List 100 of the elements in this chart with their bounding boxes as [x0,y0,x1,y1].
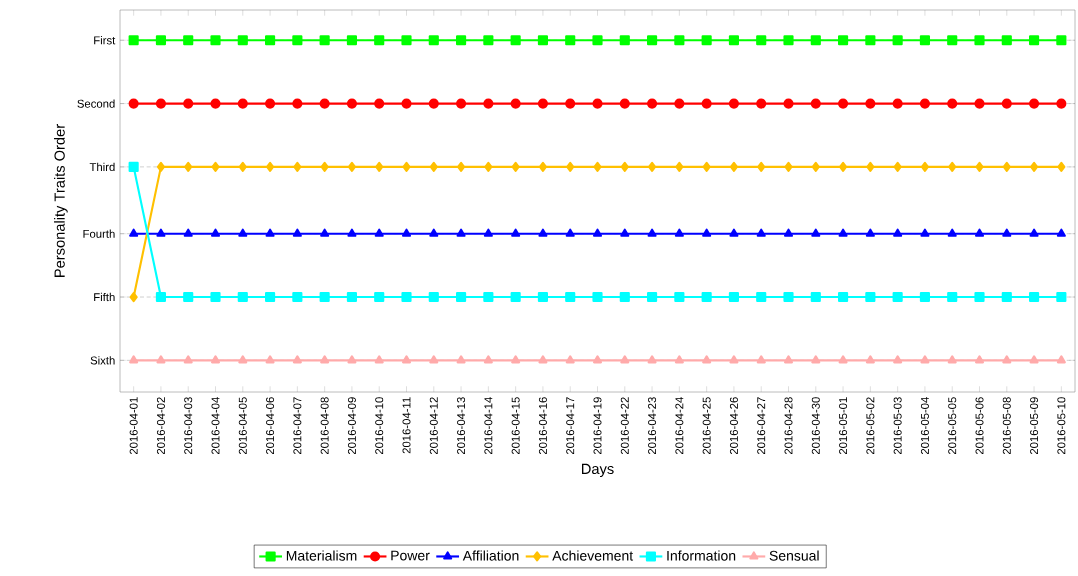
point [893,355,903,364]
point [565,98,576,109]
y-axis-title: Personality Traits Order [54,124,68,277]
text: Fifth [94,292,115,302]
point [429,228,439,237]
point [783,35,794,46]
text: Second [77,99,115,108]
point [456,228,466,237]
point [948,161,957,172]
point [674,35,685,46]
point [1029,35,1040,46]
point [511,161,520,172]
point [838,355,848,364]
point [620,228,630,237]
legend-label: Achievement [552,550,634,561]
x-tick-label: 2016-04-27 [757,397,766,455]
point [292,291,303,303]
point [865,291,876,303]
point [1029,291,1040,303]
point [701,98,712,109]
x-tick-label: 2016-04-06 [266,397,275,455]
point [947,35,958,46]
point [510,291,521,303]
x-tick-label: 2016-05-01 [839,397,848,455]
point [537,35,548,46]
point [893,161,902,172]
point [1029,228,1039,237]
point [510,98,521,109]
point [592,35,603,46]
point [347,161,356,172]
x-tick-label: 2016-04-03 [184,397,193,455]
point [974,355,985,364]
point [266,161,275,172]
point [647,228,657,237]
point [565,35,576,46]
point [456,98,467,109]
point [892,291,903,303]
point [592,291,603,303]
point [265,98,276,109]
point [210,291,221,303]
legend-label: Information [667,550,736,561]
point [674,228,684,237]
point [456,35,467,46]
point [702,228,712,237]
point [811,355,821,364]
point [783,228,794,237]
point [920,355,930,364]
point [346,35,358,46]
point [592,355,603,364]
point [729,228,739,237]
point [293,161,302,172]
x-tick-label: 2016-04-13 [457,397,466,455]
point [756,291,767,303]
x-tick-label: 2016-04-22 [620,397,629,455]
point [592,98,603,109]
x-tick-label: 2016-04-24 [675,397,684,455]
text: Third [89,162,115,172]
point [238,228,248,237]
point [838,291,849,303]
point [920,161,929,172]
point [537,98,548,109]
point [265,355,275,364]
point [1056,98,1067,109]
point [183,35,194,46]
point [839,161,848,172]
point [155,35,166,46]
point [155,291,166,303]
point [619,98,630,109]
point [756,355,766,364]
point [919,98,930,109]
x-tick-label: 2016-05-03 [893,397,902,455]
point [320,161,329,172]
point [128,161,139,172]
legend-label: Power [391,550,430,561]
point [592,228,603,237]
point [483,355,493,364]
point [729,161,738,172]
point [866,161,875,172]
point [374,291,385,303]
point [237,35,248,46]
x-tick-label: 2016-05-04 [920,397,929,455]
point [347,355,357,364]
point [320,228,330,237]
x-tick-label: 2016-04-04 [211,397,220,455]
point [1029,355,1039,364]
point [156,355,166,364]
point [538,355,548,364]
point [156,228,166,237]
point [620,161,629,172]
point [1029,98,1040,109]
point [319,35,330,46]
point [974,228,985,237]
point [511,228,521,237]
point [648,161,657,172]
point [647,291,658,303]
text: First [94,36,116,45]
point [947,98,958,109]
x-tick-label: 2016-04-10 [375,397,384,455]
point [728,291,739,303]
point [483,291,494,303]
